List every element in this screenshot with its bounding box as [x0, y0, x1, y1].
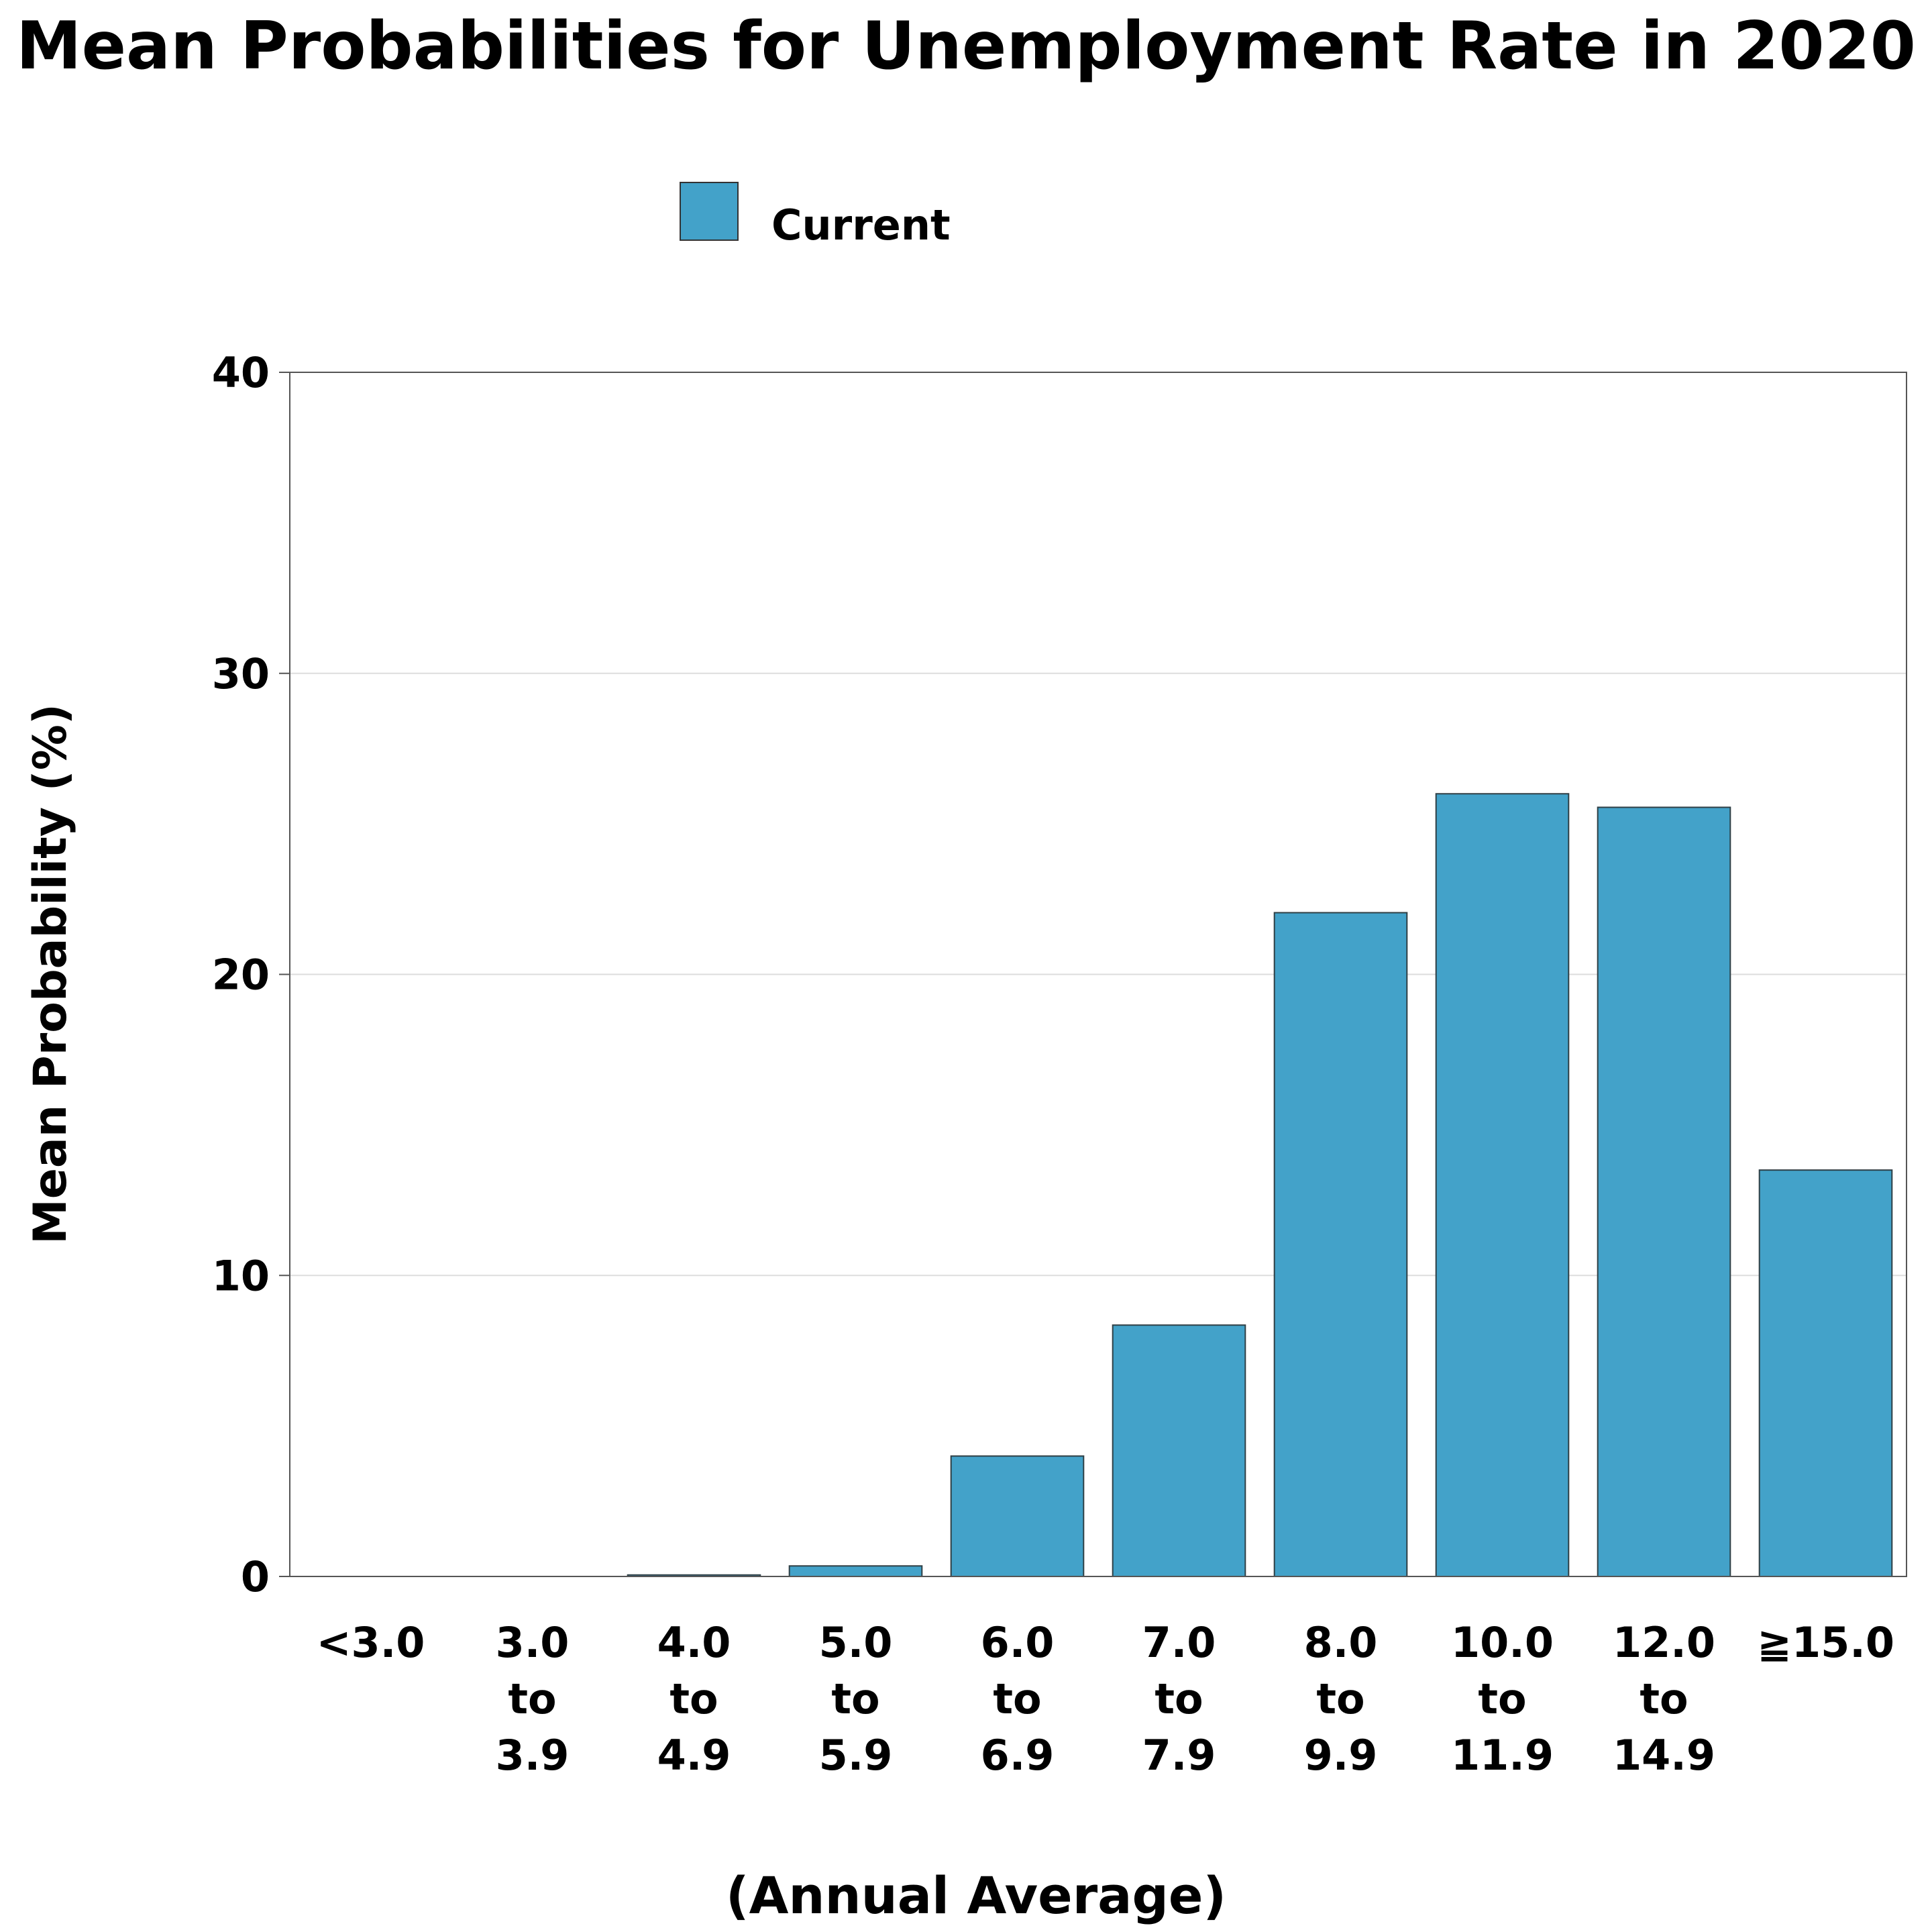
- bar: [1435, 793, 1570, 1577]
- x-tick-label-line: to: [993, 1674, 1041, 1723]
- x-tick-label-line: 4.9: [657, 1731, 731, 1780]
- x-tick-label-line: 8.0: [1304, 1618, 1378, 1667]
- x-tick-label-line: 6.0: [981, 1618, 1055, 1667]
- chart-title: Mean Probabilities for Unemployment Rate…: [16, 8, 1916, 85]
- x-tick-label-line: 3.0: [496, 1618, 570, 1667]
- x-tick-label-line: <3.0: [317, 1618, 425, 1667]
- x-tick-label-line: 3.9: [496, 1731, 570, 1780]
- bar: [788, 1565, 923, 1577]
- bar: [1112, 1324, 1246, 1577]
- x-tick-label: 8.0 to 9.9: [1304, 1618, 1378, 1780]
- y-tick-label: 40: [212, 348, 270, 397]
- x-tick-label-line: to: [831, 1674, 879, 1723]
- x-tick-label-line: 5.9: [819, 1731, 893, 1780]
- y-tick-label: 0: [241, 1552, 270, 1601]
- x-tick-label-line: 7.0: [1142, 1618, 1216, 1667]
- y-tick-label: 30: [212, 649, 270, 698]
- legend-label-current: Current: [771, 201, 951, 250]
- x-tick-label-line: 12.0: [1613, 1618, 1715, 1667]
- x-tick-label-line: 7.9: [1142, 1731, 1216, 1780]
- x-tick-label-line: to: [1155, 1674, 1203, 1723]
- legend: Current: [680, 182, 951, 250]
- bar: [1597, 806, 1731, 1577]
- y-tick-label: 20: [212, 951, 270, 1000]
- y-axis-ticks: 0 10 20 30 40: [212, 348, 290, 1601]
- x-tick-label-line: to: [1316, 1674, 1364, 1723]
- x-tick-label-line: 5.0: [819, 1618, 893, 1667]
- x-tick-label: 12.0 to 14.9: [1613, 1618, 1715, 1780]
- x-tick-label: 4.0 to 4.9: [657, 1618, 731, 1780]
- x-tick-label-line: 10.0: [1451, 1618, 1554, 1667]
- x-tick-label: 7.0 to 7.9: [1142, 1618, 1216, 1780]
- x-tick-label-line: 11.9: [1451, 1731, 1554, 1780]
- bars: [627, 793, 1893, 1578]
- x-tick-label-line: ≧15.0: [1757, 1618, 1894, 1667]
- y-tick-label: 10: [212, 1251, 270, 1300]
- bar: [1758, 1169, 1893, 1577]
- x-tick-label: <3.0: [317, 1618, 425, 1667]
- x-tick-label: 6.0 to 6.9: [981, 1618, 1055, 1780]
- x-tick-label-line: to: [669, 1674, 718, 1723]
- bar: [1273, 912, 1408, 1577]
- legend-swatch-current: [680, 182, 739, 241]
- x-axis-ticks: <3.0 3.0 to 3.9 4.0 to 4.9 5.0 to 5.9 6.0 to 6.9 7.0 t…: [317, 1618, 1894, 1780]
- x-tick-label-line: to: [1478, 1674, 1526, 1723]
- x-tick-label-line: 9.9: [1304, 1731, 1378, 1780]
- x-tick-label-line: to: [1640, 1674, 1688, 1723]
- x-tick-label-line: 4.0: [657, 1618, 731, 1667]
- x-axis-label: (Annual Average): [726, 1866, 1226, 1925]
- x-tick-label: ≧15.0: [1757, 1618, 1894, 1667]
- x-tick-label-line: to: [508, 1674, 556, 1723]
- x-tick-label: 3.0 to 3.9: [496, 1618, 570, 1780]
- x-tick-label-line: 6.9: [981, 1731, 1055, 1780]
- y-axis-label: Mean Probability (%): [24, 704, 77, 1244]
- x-tick-label-line: 14.9: [1613, 1731, 1715, 1780]
- x-tick-label: 5.0 to 5.9: [819, 1618, 893, 1780]
- x-tick-label: 10.0 to 11.9: [1451, 1618, 1554, 1780]
- bar: [950, 1455, 1085, 1577]
